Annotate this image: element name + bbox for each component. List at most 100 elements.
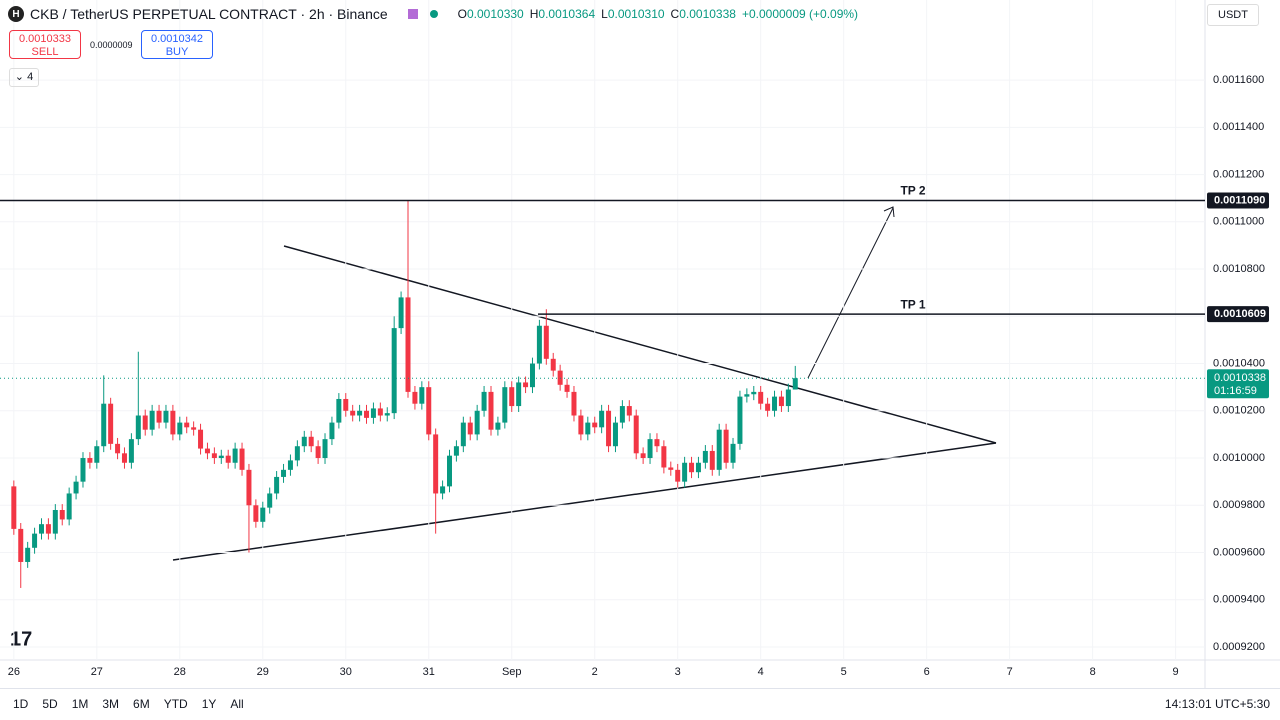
candle-body <box>689 462 695 473</box>
countdown: 01:16:59 <box>1214 385 1257 397</box>
candle-body <box>529 363 535 388</box>
spread: 0.0000009 <box>90 40 133 50</box>
ohlc-key: L <box>601 7 608 21</box>
candle-body <box>474 410 480 435</box>
timeframe[interactable]: 1Y <box>201 697 217 711</box>
candle-body <box>73 481 79 494</box>
x-tick-label: 30 <box>340 666 352 678</box>
candle-body <box>225 455 231 463</box>
candle-body <box>80 458 86 482</box>
candle-body <box>343 398 349 411</box>
candle-body <box>204 448 210 454</box>
candle-body <box>785 389 791 407</box>
x-tick-label: 26 <box>8 666 20 678</box>
target-tag-label: 0.0011090 <box>1214 194 1265 206</box>
ohlc-item: O0.0010330 <box>458 7 524 21</box>
candle-body <box>94 446 100 463</box>
x-tick-label: 29 <box>257 666 269 678</box>
candle-body <box>536 325 542 364</box>
candle-body <box>370 408 376 418</box>
x-tick-label: 2 <box>592 666 598 678</box>
candle-body <box>737 396 743 444</box>
candle-body <box>108 403 114 444</box>
candle-body <box>467 422 473 435</box>
candle-body <box>495 422 501 430</box>
candle-body <box>260 507 266 522</box>
candle-body <box>135 415 141 440</box>
candle-body <box>287 460 293 470</box>
candle-body <box>142 415 148 430</box>
candle-body <box>585 422 591 435</box>
candle-body <box>744 394 750 397</box>
candle-body <box>509 387 515 407</box>
lower-trendline <box>172 442 997 561</box>
x-tick-label: 9 <box>1173 666 1179 678</box>
ohlc-value: 0.0010330 <box>466 7 524 21</box>
y-tick-label: 0.0011000 <box>1213 216 1264 228</box>
buy-label: BUY <box>165 46 189 58</box>
y-tick-label: 0.0009800 <box>1213 499 1265 511</box>
candle-body <box>101 403 107 447</box>
target-tag <box>1207 306 1269 323</box>
ohlc-value: 0.0010364 <box>538 7 596 21</box>
y-tick-label: 0.0009200 <box>1213 641 1265 653</box>
candle-body <box>682 462 688 482</box>
target-arrow <box>807 207 894 379</box>
candle-body <box>322 439 328 459</box>
candle-body <box>391 328 397 414</box>
symbol[interactable]: CKB / TetherUS PERPETUAL CONTRACT · 2h ·… <box>30 6 388 22</box>
y-tick-label: 0.0011600 <box>1213 74 1264 86</box>
candle-body <box>308 436 314 447</box>
candle-body <box>778 396 784 407</box>
candle-body <box>364 410 370 418</box>
candle-body <box>730 443 736 463</box>
clock: 14:13:01 UTC+5:30 <box>1164 697 1270 711</box>
ohlc-key: O <box>457 7 467 21</box>
last-price-label: 0.0010338 <box>1214 372 1266 384</box>
ohlc-item: C0.0010338 <box>671 7 736 21</box>
bottom-toolbar: 1D 5D 1M 3M 6M YTD 1Y All 14:13:01 UTC+5:30 <box>0 688 1280 720</box>
candle-body <box>239 448 245 470</box>
indicator-toggle[interactable]: ⌄ 4 <box>9 68 39 87</box>
ohlc-item: H0.0010364 <box>530 7 595 21</box>
timeframe[interactable]: 1M <box>71 697 89 711</box>
candle-body <box>612 422 618 447</box>
timeframe[interactable]: 1D <box>13 697 29 711</box>
y-tick-label: 0.0011200 <box>1213 168 1264 180</box>
timeframe[interactable]: YTD <box>163 697 188 711</box>
y-tick-label: 0.0009600 <box>1213 546 1265 558</box>
candle-body <box>177 422 183 435</box>
candle-body <box>619 406 625 423</box>
candle-body <box>640 453 646 459</box>
candle-body <box>405 297 411 392</box>
sell-button[interactable]: 0.0010333 SELL <box>9 30 81 59</box>
x-tick-label: 27 <box>91 666 103 678</box>
timeframe[interactable]: All <box>230 697 244 711</box>
timeframe[interactable]: 6M <box>133 697 150 711</box>
buy-button[interactable]: 0.0010342 BUY <box>141 30 213 59</box>
y-tick-label: 0.0010200 <box>1213 405 1265 417</box>
candle-body <box>412 391 418 404</box>
currency-select[interactable]: USDT <box>1207 4 1259 26</box>
candle-body <box>253 505 259 522</box>
ohlc-key: H <box>529 7 539 21</box>
candle-body <box>440 486 446 494</box>
candle-body <box>198 429 204 449</box>
timeframe[interactable]: 3M <box>102 697 120 711</box>
y-tick-label: 0.0010800 <box>1213 263 1265 275</box>
arrow-head <box>883 206 895 218</box>
timeframe[interactable]: 5D <box>42 697 58 711</box>
ohlc-item: L0.0010310 <box>601 7 664 21</box>
candle-body <box>66 493 72 520</box>
candle-body <box>149 410 155 430</box>
candle-body <box>543 325 549 359</box>
candle-body <box>765 403 771 411</box>
candle-body <box>350 410 356 416</box>
candle-body <box>384 413 390 416</box>
x-tick-label: 5 <box>841 666 847 678</box>
x-tick-label: Sep <box>502 666 522 678</box>
y-tick-label: 0.0009400 <box>1213 594 1265 606</box>
candle-body <box>654 439 660 447</box>
candle-body <box>329 422 335 440</box>
